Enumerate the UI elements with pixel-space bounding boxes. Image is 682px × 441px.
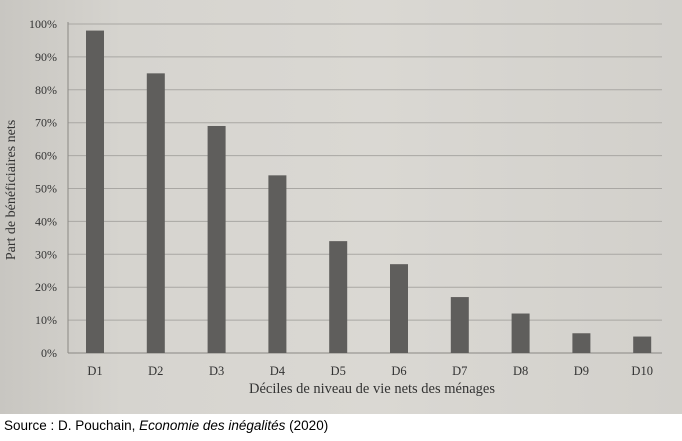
source-caption: Source : D. Pouchain, Economie des inéga… (4, 418, 328, 433)
y-tick-label: 80% (35, 83, 57, 97)
bar-d10 (633, 336, 652, 353)
x-axis-label: Déciles de niveau de vie nets des ménage… (249, 381, 495, 397)
x-tick-label: D6 (391, 364, 406, 378)
y-tick-label: 70% (35, 116, 57, 130)
x-tick-label: D5 (331, 364, 346, 378)
caption-title: Economie des inégalités (139, 418, 286, 433)
bar-d6 (390, 264, 408, 353)
x-tick-label: D2 (148, 364, 163, 378)
x-tick-label: D10 (631, 364, 653, 378)
bars (86, 30, 652, 354)
y-tick-label: 50% (35, 182, 57, 196)
y-tick-label: 0% (41, 346, 57, 360)
bar-d9 (572, 333, 591, 353)
x-tick-label: D4 (270, 364, 286, 378)
bar-d8 (511, 313, 530, 353)
caption-suffix: (2020) (285, 418, 329, 433)
y-tick-label: 40% (35, 214, 57, 228)
x-tick-label: D7 (452, 364, 467, 378)
x-tick-labels: D1 D2 D3 D4 D5 D6 D7 D8 D9 D10 (87, 364, 653, 378)
y-axis-label: Part de bénéficiaires nets (4, 120, 19, 260)
y-tick-label: 10% (35, 313, 57, 327)
y-tick-label: 90% (35, 50, 57, 64)
x-tick-label: D8 (513, 364, 528, 378)
bar-d5 (329, 241, 348, 353)
caption-prefix: Source : D. Pouchain, (4, 418, 140, 433)
y-tick-label: 60% (35, 149, 57, 163)
bar-d2 (146, 73, 165, 353)
y-tick-label: 100% (29, 17, 57, 31)
bar-d3 (207, 125, 226, 354)
bar-d7 (450, 297, 469, 353)
y-tick-labels: 0% 10% 20% 30% 40% 50% 60% 70% 80% 90% 100% (29, 17, 57, 360)
bar-d4 (268, 175, 287, 353)
x-tick-label: D3 (209, 364, 224, 378)
x-tick-label: D9 (574, 364, 589, 378)
y-tick-label: 20% (35, 280, 57, 294)
bar-chart: 0% 10% 20% 30% 40% 50% 60% 70% 80% 90% 100% D1 D2 D3… (4, 17, 662, 397)
x-tick-label: D1 (87, 364, 102, 378)
y-tick-label: 30% (35, 247, 57, 261)
bar-d1 (86, 30, 104, 354)
gridlines (68, 23, 662, 354)
